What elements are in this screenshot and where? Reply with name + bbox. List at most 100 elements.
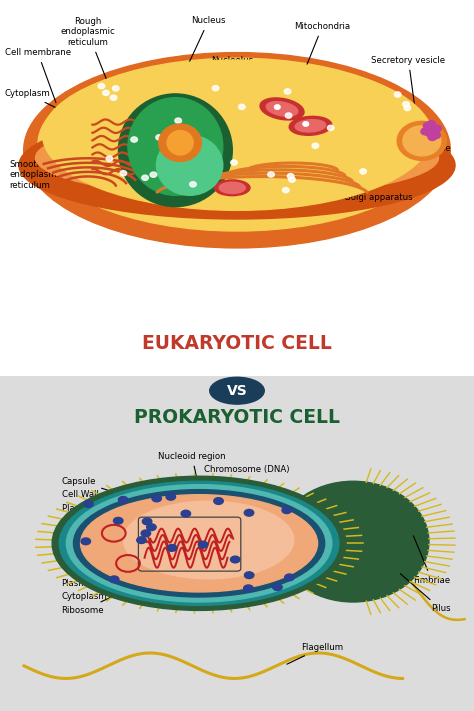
Circle shape <box>167 545 177 551</box>
Circle shape <box>282 507 292 513</box>
Text: Cell Wall: Cell Wall <box>62 490 123 504</box>
Circle shape <box>181 510 191 517</box>
Circle shape <box>238 105 245 109</box>
Circle shape <box>403 102 410 107</box>
Ellipse shape <box>167 131 193 155</box>
Ellipse shape <box>289 117 332 135</box>
Text: Nucleus: Nucleus <box>176 16 226 90</box>
Text: Chromosome (DNA): Chromosome (DNA) <box>204 465 289 531</box>
Circle shape <box>273 584 282 590</box>
Circle shape <box>403 126 441 156</box>
Circle shape <box>109 576 119 583</box>
Ellipse shape <box>128 97 223 196</box>
Circle shape <box>429 127 438 133</box>
Circle shape <box>284 89 291 94</box>
Circle shape <box>230 556 240 563</box>
Text: Pilus: Pilus <box>400 574 450 613</box>
Ellipse shape <box>73 490 325 597</box>
Text: Ribosome: Ribosome <box>62 582 145 615</box>
Ellipse shape <box>43 60 431 210</box>
Circle shape <box>141 530 151 537</box>
Circle shape <box>421 128 429 135</box>
Ellipse shape <box>277 481 429 602</box>
Circle shape <box>81 538 91 545</box>
Circle shape <box>268 172 274 177</box>
Ellipse shape <box>38 58 436 231</box>
Circle shape <box>146 524 156 530</box>
Circle shape <box>198 541 208 548</box>
Circle shape <box>427 121 436 127</box>
Circle shape <box>312 143 319 149</box>
Circle shape <box>285 113 292 118</box>
Text: EUKARYOTIC CELL: EUKARYOTIC CELL <box>142 334 332 353</box>
Text: Cytoplasm: Cytoplasm <box>5 90 83 121</box>
Circle shape <box>433 125 441 132</box>
Ellipse shape <box>19 112 455 219</box>
Circle shape <box>426 130 434 137</box>
Text: Nucleoid region: Nucleoid region <box>158 451 226 519</box>
Ellipse shape <box>52 476 346 610</box>
Text: Rough
endoplasmic
reticulum: Rough endoplasmic reticulum <box>60 17 125 125</box>
Ellipse shape <box>156 135 223 196</box>
Circle shape <box>120 171 127 176</box>
Text: Ribosome: Ribosome <box>373 144 450 153</box>
Circle shape <box>423 122 432 129</box>
Text: Smooth
endoplasmic
reticulum: Smooth endoplasmic reticulum <box>9 160 99 190</box>
Circle shape <box>98 83 105 89</box>
Circle shape <box>113 518 123 524</box>
Circle shape <box>142 518 152 525</box>
Ellipse shape <box>159 124 201 161</box>
Ellipse shape <box>295 119 326 132</box>
Text: Plasmid: Plasmid <box>62 564 124 588</box>
Circle shape <box>190 182 196 187</box>
Circle shape <box>150 172 157 177</box>
Circle shape <box>186 151 192 156</box>
Text: Fimbriae: Fimbriae <box>413 536 450 584</box>
Ellipse shape <box>123 501 294 579</box>
Ellipse shape <box>24 53 450 248</box>
Circle shape <box>166 493 175 500</box>
Ellipse shape <box>36 119 438 197</box>
Text: Cell membrane: Cell membrane <box>5 48 71 102</box>
Circle shape <box>303 122 309 127</box>
Ellipse shape <box>219 182 246 193</box>
Text: PROKARYOTIC CELL: PROKARYOTIC CELL <box>134 408 340 427</box>
Circle shape <box>142 175 148 181</box>
Circle shape <box>102 90 109 95</box>
Ellipse shape <box>66 485 332 602</box>
Circle shape <box>231 160 237 165</box>
Circle shape <box>432 132 440 139</box>
Circle shape <box>156 135 163 140</box>
Circle shape <box>287 173 294 178</box>
Circle shape <box>214 498 223 504</box>
Ellipse shape <box>81 495 318 592</box>
Circle shape <box>289 177 295 182</box>
Ellipse shape <box>59 481 339 605</box>
Circle shape <box>110 95 117 100</box>
Circle shape <box>274 105 280 109</box>
Circle shape <box>285 574 294 581</box>
Circle shape <box>328 125 334 131</box>
Circle shape <box>192 134 199 139</box>
Circle shape <box>190 134 196 139</box>
Circle shape <box>212 85 219 91</box>
Circle shape <box>131 137 137 142</box>
Ellipse shape <box>210 378 264 404</box>
Circle shape <box>175 118 182 123</box>
Text: Cytoplasm: Cytoplasm <box>62 573 133 602</box>
Text: Capsule: Capsule <box>62 477 125 496</box>
Text: Secretory vesicle: Secretory vesicle <box>372 55 446 122</box>
Circle shape <box>428 134 437 141</box>
Circle shape <box>360 169 366 174</box>
Circle shape <box>106 156 113 161</box>
Ellipse shape <box>118 94 232 207</box>
Circle shape <box>84 501 93 508</box>
Circle shape <box>152 495 162 502</box>
Circle shape <box>283 188 289 193</box>
Circle shape <box>394 92 401 97</box>
Text: Nucleolus: Nucleolus <box>184 55 253 131</box>
Text: Plasma Membrane: Plasma Membrane <box>62 503 142 513</box>
Circle shape <box>397 122 447 161</box>
Circle shape <box>137 537 146 543</box>
Text: VS: VS <box>227 384 247 397</box>
